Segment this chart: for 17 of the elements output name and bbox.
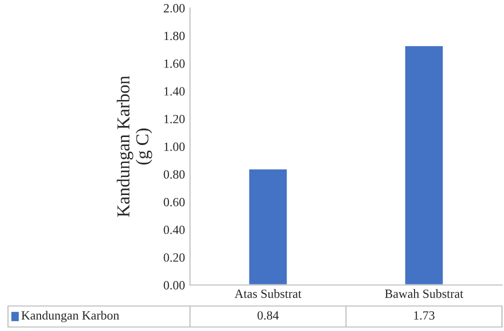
- y-tick-label: 0.60: [164, 198, 185, 206]
- x-tick-label: Bawah Substrat: [384, 289, 464, 298]
- legend-label: Kandungan Karbon: [21, 310, 120, 322]
- y-tick-label: 0.40: [164, 226, 185, 234]
- y-tick-label: 1.00: [164, 142, 185, 152]
- y-tick-label: 0.00: [164, 281, 185, 290]
- y-tick-label: 1.20: [164, 114, 185, 124]
- y-tick-label: 1.80: [164, 32, 185, 40]
- y-tick-label: 1.60: [164, 59, 185, 68]
- data-label: 0.84: [258, 311, 279, 320]
- x-tick-label: Atas Substrat: [234, 289, 302, 298]
- y-tick-label: 2.00: [164, 4, 185, 13]
- y-axis-title: Kandungan Karbon (g C): [116, 76, 152, 217]
- y-tick-label: 1.40: [164, 87, 185, 96]
- y-tick-label: 0.20: [164, 253, 185, 262]
- data-label: 1.73: [414, 311, 434, 320]
- y-tick-label: 0.80: [164, 170, 185, 179]
